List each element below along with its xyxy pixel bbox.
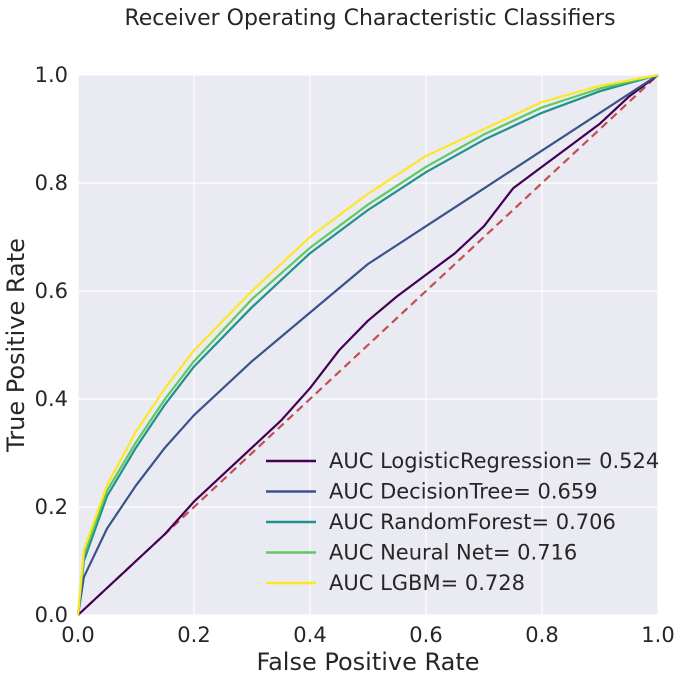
y-axis-label: True Positive Rate [2, 238, 30, 453]
legend-label: AUC LogisticRegression= 0.524 [329, 449, 659, 473]
y-tick-label: 0.2 [35, 495, 68, 519]
x-tick-label: 0.0 [61, 623, 94, 647]
x-tick-label: 0.8 [525, 623, 558, 647]
x-axis-label: False Positive Rate [256, 648, 479, 676]
chart-title: Receiver Operating Characteristic Classi… [124, 6, 615, 31]
diagonal-reference-line [77, 74, 659, 616]
y-tick-label: 0.6 [35, 279, 68, 303]
series-line-0 [77, 74, 659, 616]
x-tick-label: 1.0 [641, 623, 674, 647]
tick-labels: 0.0 0.2 0.4 0.6 0.8 1.0 0.0 0.2 0.4 0.6 0.8 1.0 [35, 63, 675, 647]
legend: AUC LogisticRegression= 0.524 AUC Decisio… [266, 449, 659, 595]
y-tick-label: 0.0 [35, 603, 68, 627]
grid [77, 74, 659, 616]
y-tick-label: 0.8 [35, 171, 68, 195]
y-tick-label: 1.0 [35, 63, 68, 87]
legend-label: AUC Neural Net= 0.716 [329, 541, 577, 565]
x-tick-label: 0.4 [293, 623, 326, 647]
series-line-1 [76, 74, 659, 616]
series-line-4 [76, 73, 659, 616]
series-lines [76, 73, 659, 616]
legend-label: AUC RandomForest= 0.706 [329, 510, 616, 534]
series-line-2 [76, 73, 659, 616]
legend-label: AUC LGBM= 0.728 [329, 571, 525, 595]
x-tick-label: 0.6 [409, 623, 442, 647]
series-line-3 [76, 73, 659, 616]
y-tick-label: 0.4 [35, 387, 68, 411]
legend-label: AUC DecisionTree= 0.659 [329, 480, 598, 504]
x-tick-label: 0.2 [177, 623, 210, 647]
